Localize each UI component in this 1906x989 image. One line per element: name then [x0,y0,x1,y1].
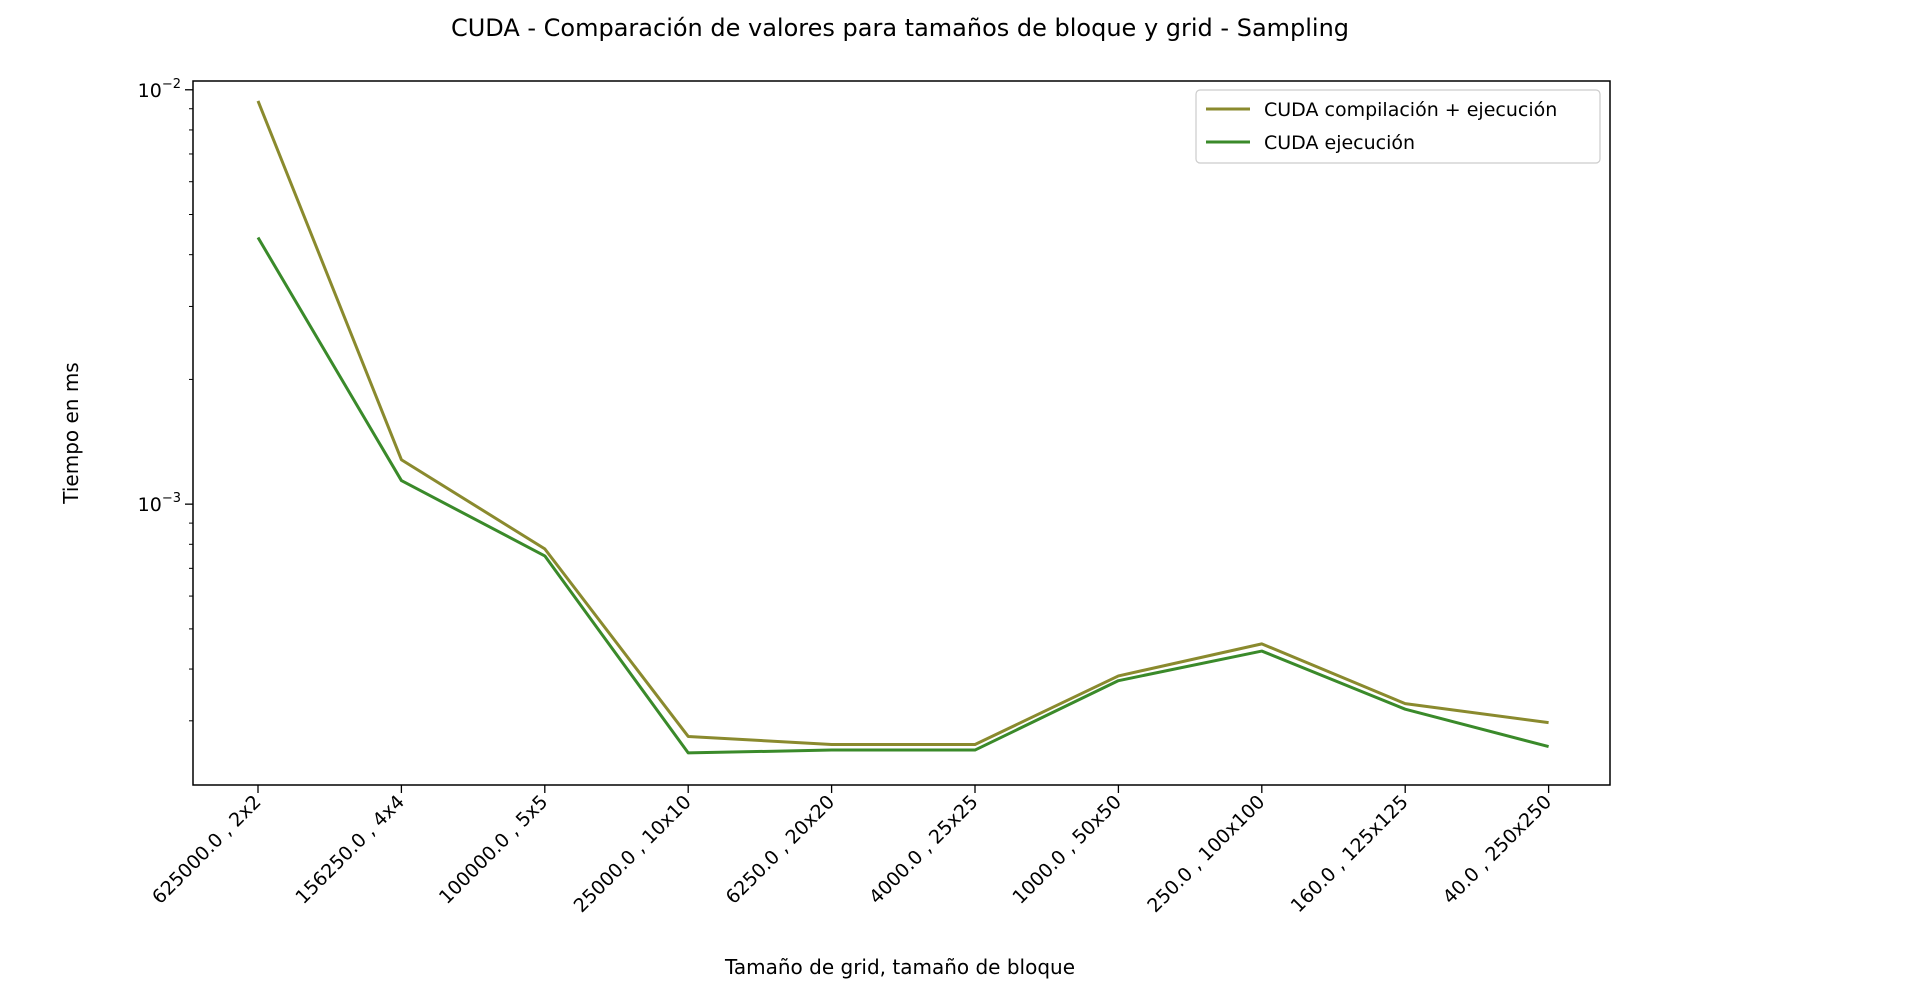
y-tick-label: 10−2 [138,77,181,102]
legend-label-compilacion-ejecucion: CUDA compilación + ejecución [1264,99,1557,121]
series-layer [256,100,1549,755]
legend: CUDA compilación + ejecución CUDA ejecuc… [1195,89,1601,164]
legend-label-ejecucion: CUDA ejecución [1264,132,1415,154]
x-axis-title: Tamaño de grid, tamaño de bloque [724,955,1075,979]
plot-area-frame [192,80,1611,786]
y-axis: 10−2 10−3 [138,77,193,722]
legend-box [1195,89,1601,164]
y-tick-label: 10−3 [138,491,181,516]
chart-title: CUDA - Comparación de valores para tamañ… [451,14,1349,42]
series-line-1 [256,236,1549,755]
y-axis-title: Tiempo en ms [59,362,83,504]
series-line-0 [256,100,1549,746]
